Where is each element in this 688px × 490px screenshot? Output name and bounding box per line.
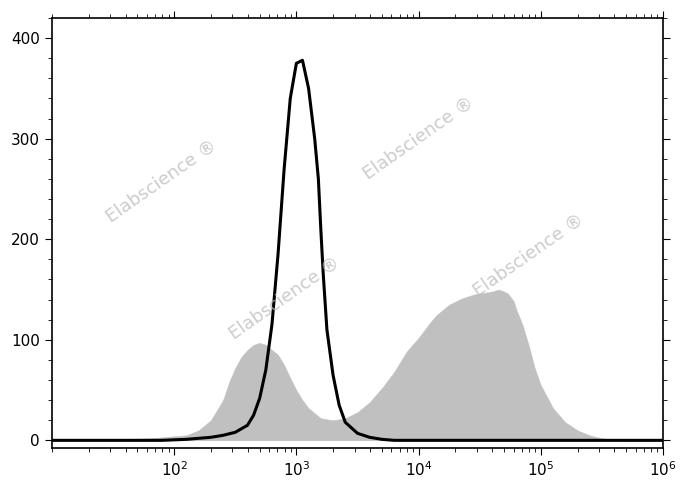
Text: Elabscience ®: Elabscience ® (226, 253, 343, 343)
Text: Elabscience ®: Elabscience ® (103, 137, 221, 226)
Text: Elabscience ®: Elabscience ® (470, 210, 588, 299)
Text: Elabscience ®: Elabscience ® (360, 94, 477, 183)
